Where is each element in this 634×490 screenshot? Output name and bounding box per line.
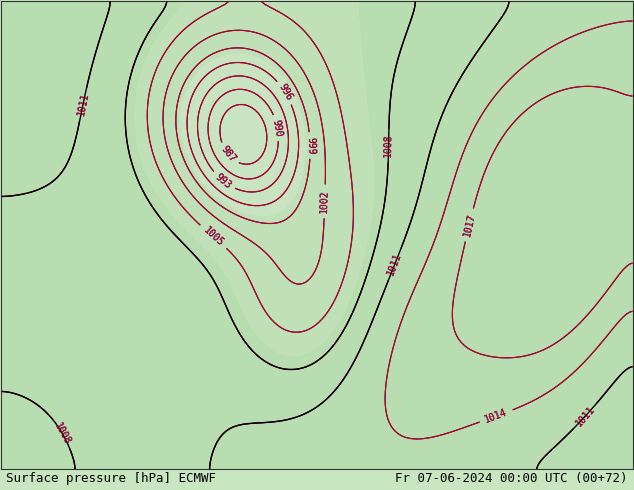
- Text: 1011: 1011: [76, 92, 90, 117]
- Text: 1011: 1011: [386, 252, 404, 277]
- Text: Fr 07-06-2024 00:00 UTC (00+72): Fr 07-06-2024 00:00 UTC (00+72): [395, 472, 628, 485]
- Text: 1011: 1011: [76, 92, 90, 117]
- Text: 1005: 1005: [201, 225, 225, 248]
- Text: 1011: 1011: [574, 404, 597, 428]
- Text: 1011: 1011: [386, 252, 404, 277]
- Text: 1011: 1011: [574, 404, 597, 428]
- Text: 1005: 1005: [201, 225, 225, 248]
- Text: 990: 990: [271, 118, 284, 137]
- Text: Surface pressure [hPa] ECMWF: Surface pressure [hPa] ECMWF: [6, 472, 216, 485]
- Text: 999: 999: [305, 137, 315, 154]
- Text: 987: 987: [219, 145, 238, 164]
- Text: 990: 990: [271, 118, 284, 137]
- Text: 987: 987: [219, 145, 238, 164]
- Text: 1017: 1017: [462, 212, 477, 238]
- Text: 993: 993: [214, 172, 233, 191]
- Text: 1008: 1008: [53, 421, 72, 446]
- Text: 1008: 1008: [53, 421, 72, 446]
- Text: 1002: 1002: [320, 190, 330, 213]
- Text: 993: 993: [214, 172, 233, 191]
- Text: 999: 999: [305, 137, 315, 154]
- Text: 1017: 1017: [462, 212, 477, 238]
- Text: 1014: 1014: [484, 407, 509, 425]
- Text: 1008: 1008: [384, 134, 394, 157]
- Text: 1002: 1002: [320, 190, 330, 213]
- Text: 1008: 1008: [384, 134, 394, 157]
- Text: 996: 996: [276, 82, 294, 103]
- Text: 1014: 1014: [484, 407, 509, 425]
- Text: 996: 996: [276, 82, 294, 103]
